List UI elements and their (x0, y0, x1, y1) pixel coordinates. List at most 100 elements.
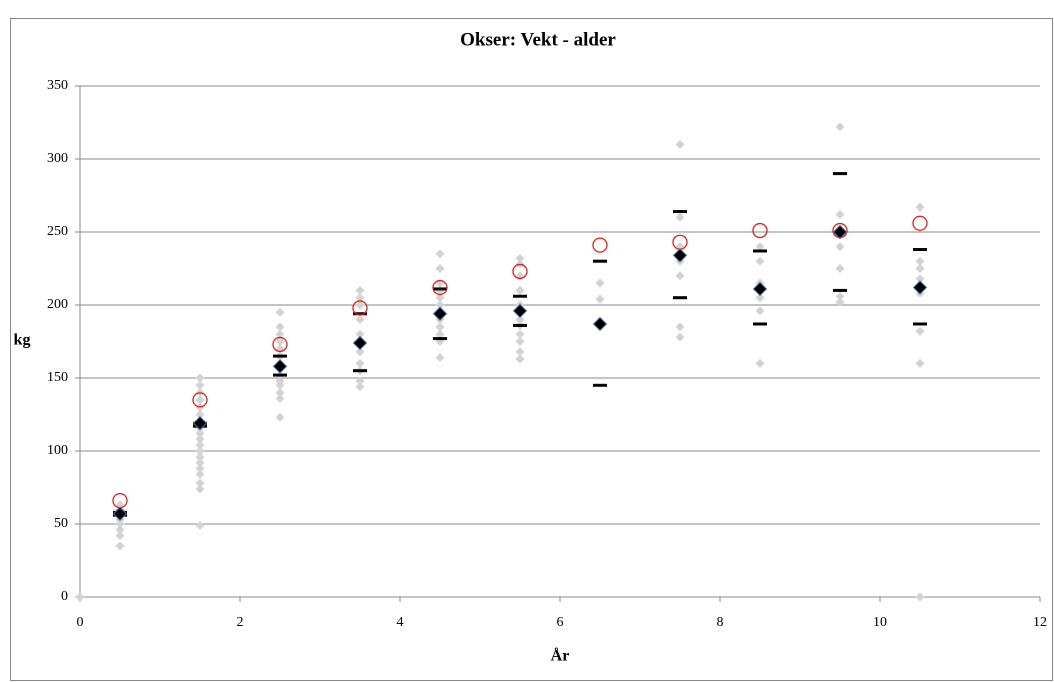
data-point (515, 354, 525, 364)
data-point (195, 478, 205, 488)
data-point (195, 484, 205, 494)
data-point (275, 337, 285, 346)
mean-point (432, 306, 448, 321)
data-point (275, 322, 285, 332)
range-dash (513, 294, 527, 298)
data-point (195, 464, 205, 474)
y-tick-label: 350 (47, 78, 68, 93)
reference-point (752, 222, 768, 239)
range-dash (593, 259, 607, 263)
data-point (515, 315, 525, 325)
mean-point (752, 281, 768, 297)
reference-point (192, 392, 208, 408)
range-dash (833, 288, 847, 292)
data-point (195, 395, 205, 405)
data-point (915, 358, 925, 368)
data-point (515, 253, 525, 263)
data-point (355, 358, 365, 368)
data-point (915, 274, 925, 284)
mean-point (672, 248, 688, 263)
data-point (195, 440, 205, 450)
data-point (435, 264, 445, 273)
data-point (115, 541, 125, 551)
data-point (835, 209, 845, 219)
range-dash (673, 296, 687, 300)
data-point (435, 293, 445, 303)
range-dash (353, 312, 367, 316)
chart-border (10, 18, 1053, 681)
data-point (275, 329, 285, 339)
data-point (675, 332, 685, 342)
range-dash (433, 337, 447, 341)
data-point (835, 264, 845, 273)
x-tick-label: 0 (77, 615, 84, 630)
y-tick-label: 300 (47, 151, 68, 166)
data-point (915, 202, 925, 212)
data-point (595, 278, 605, 288)
data-point (515, 285, 525, 295)
range-dash (753, 322, 767, 326)
x-tick-label: 12 (1033, 615, 1047, 630)
range-dash (433, 287, 447, 291)
x-tick-label: 6 (557, 615, 564, 630)
reference-point (272, 336, 288, 353)
mean-point (272, 359, 288, 374)
data-point (435, 329, 445, 339)
reference-point (912, 215, 928, 231)
data-point (515, 337, 525, 346)
data-point (195, 446, 205, 456)
data-point (195, 410, 205, 419)
y-axis-title: kg (14, 332, 31, 349)
data-point (675, 322, 685, 332)
data-point (515, 347, 525, 357)
y-tick-label: 200 (47, 297, 68, 312)
reference-point (592, 237, 608, 253)
data-point (195, 373, 205, 383)
data-point (195, 428, 205, 438)
data-point (755, 242, 765, 252)
data-point (275, 412, 285, 422)
data-point (355, 376, 365, 386)
data-point (275, 307, 285, 317)
data-point (435, 353, 445, 363)
mean-point (192, 416, 208, 431)
data-point (435, 249, 445, 259)
data-point (675, 271, 685, 281)
data-point (835, 242, 845, 252)
mean-point (512, 303, 528, 319)
y-tick-label: 0 (61, 589, 68, 604)
data-point (195, 520, 205, 530)
mean-point (592, 316, 608, 332)
data-point (355, 382, 365, 392)
data-point (275, 388, 285, 398)
y-tick-label: 250 (47, 224, 68, 239)
range-dash (753, 249, 767, 253)
data-point (355, 315, 365, 325)
data-point (915, 256, 925, 266)
data-point (435, 322, 445, 332)
data-point (195, 458, 205, 468)
data-point (915, 326, 925, 336)
mean-point (912, 280, 928, 295)
mean-point (112, 506, 128, 521)
mean-point (352, 335, 368, 351)
data-point (595, 294, 605, 304)
reference-point (432, 279, 448, 296)
data-point (675, 139, 685, 149)
data-point (355, 347, 365, 357)
x-axis-title: År (551, 647, 570, 665)
x-tick-label: 10 (873, 615, 887, 630)
data-point (115, 531, 125, 541)
data-point (915, 592, 925, 602)
range-dash (913, 322, 927, 326)
reference-point (512, 263, 528, 280)
range-dash (833, 172, 847, 176)
range-dash (593, 383, 607, 387)
data-point (515, 329, 525, 339)
data-point (195, 452, 205, 462)
data-point (355, 329, 365, 339)
data-point (755, 358, 765, 368)
range-dash (273, 373, 287, 377)
